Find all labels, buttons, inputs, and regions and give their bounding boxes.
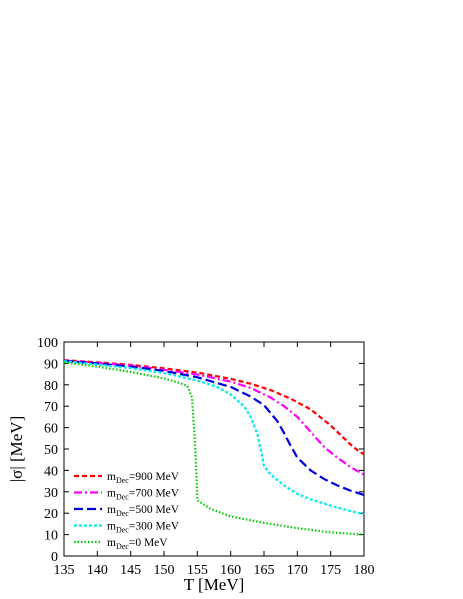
x-tick-label: 170 — [287, 563, 308, 578]
x-tick-label: 150 — [154, 563, 175, 578]
legend-label: mDec=500 MeV — [107, 504, 180, 518]
x-tick-label: 135 — [54, 563, 75, 578]
series-line-0 — [63, 359, 365, 456]
series-lines — [63, 359, 365, 536]
legend: mDec=900 MeV mDec=700 MeV mDec=500 MeV mDec… — [74, 471, 180, 551]
x-tick-label: 160 — [220, 563, 241, 578]
y-tick-label: 30 — [44, 486, 58, 501]
x-tick-label: 140 — [87, 563, 108, 578]
series-line-1 — [63, 359, 365, 476]
y-tick-label: 100 — [37, 336, 58, 351]
series-line-4 — [63, 361, 365, 536]
legend-label: mDec=0 MeV — [107, 537, 168, 551]
x-tick-label: 175 — [320, 563, 341, 578]
y-axis-label: |σ| [MeV] — [7, 416, 26, 482]
y-tick-labels: 0 10 20 30 40 50 60 70 80 90 100 — [37, 336, 58, 565]
x-axis-label: T [MeV] — [184, 575, 245, 594]
y-tick-label: 60 — [44, 422, 58, 437]
y-tick-label: 70 — [44, 400, 58, 415]
y-tick-label: 80 — [44, 379, 58, 394]
x-tick-label: 145 — [120, 563, 141, 578]
axis-ticks — [63, 341, 365, 557]
y-tick-label: 20 — [44, 507, 58, 522]
series-line-3 — [63, 360, 365, 516]
legend-label: mDec=700 MeV — [107, 488, 180, 502]
y-tick-label: 40 — [44, 464, 58, 479]
y-tick-label: 0 — [51, 550, 58, 565]
y-tick-label: 10 — [44, 529, 58, 544]
x-tick-labels: 135 140 145 150 155 160 165 170 175 180 — [54, 563, 375, 578]
series-line-2 — [63, 359, 365, 497]
y-tick-label: 90 — [44, 357, 58, 372]
x-tick-label: 155 — [187, 563, 208, 578]
x-tick-label: 165 — [254, 563, 275, 578]
x-tick-label: 180 — [354, 563, 375, 578]
y-tick-label: 50 — [44, 443, 58, 458]
legend-label: mDec=900 MeV — [107, 471, 180, 485]
legend-label: mDec=300 MeV — [107, 521, 180, 535]
